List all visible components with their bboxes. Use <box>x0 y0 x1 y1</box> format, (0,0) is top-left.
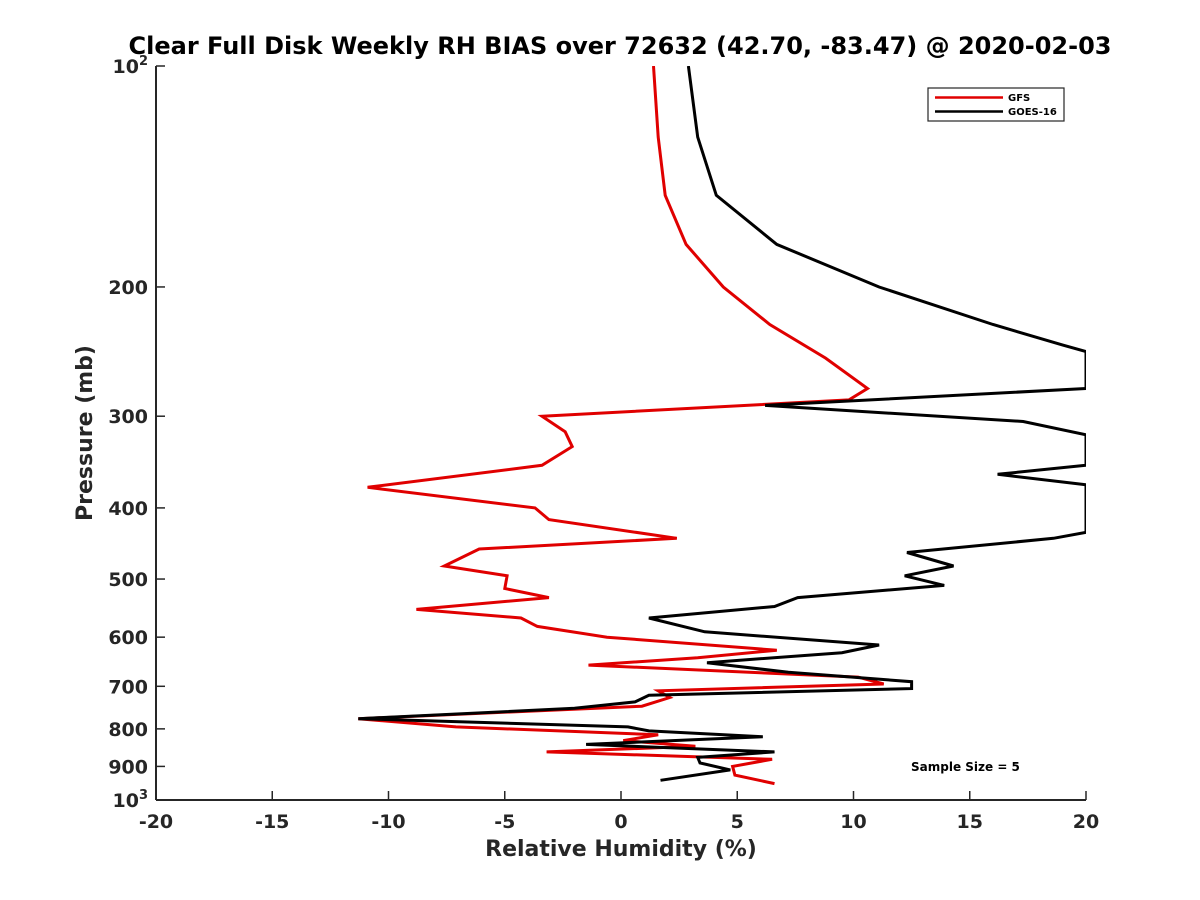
y-tick-label: 600 <box>108 627 148 649</box>
x-tick-label: 15 <box>957 811 983 833</box>
y-axis-label: Pressure (mb) <box>73 345 98 521</box>
legend: GFS GOES-16 <box>927 87 1065 122</box>
legend-label-gfs: GFS <box>1008 93 1030 104</box>
series-layer <box>358 66 1086 786</box>
x-tick-label: -20 <box>139 811 173 833</box>
y-tick-label: 800 <box>108 719 148 741</box>
y-tick-label: 300 <box>108 406 148 428</box>
y-tick-label: 400 <box>108 498 148 520</box>
x-axis-label: Relative Humidity (%) <box>485 837 757 862</box>
y-ticks: 102 200 300 400 500 600 700 800 900 103 <box>108 54 165 812</box>
x-tick-label: -5 <box>494 811 515 833</box>
x-tick-label: 5 <box>731 811 744 833</box>
series-line-goes16 <box>358 66 1086 782</box>
legend-label-goes16: GOES-16 <box>1008 107 1057 118</box>
x-tick-label: -15 <box>255 811 289 833</box>
sample-size-annotation: Sample Size = 5 <box>911 760 1020 774</box>
y-tick-label: 700 <box>108 676 148 698</box>
series-line-gfs <box>358 66 885 786</box>
x-tick-label: -10 <box>371 811 405 833</box>
legend-box <box>927 87 1065 122</box>
y-tick-label: 200 <box>108 277 148 299</box>
x-ticks: -20 -15 -10 -5 0 5 10 15 20 <box>139 791 1099 833</box>
y-tick-label: 900 <box>108 756 148 778</box>
y-tick-label: 103 <box>113 788 149 812</box>
y-tick-label: 500 <box>108 569 148 591</box>
x-tick-label: 10 <box>840 811 866 833</box>
chart-title: Clear Full Disk Weekly RH BIAS over 7263… <box>129 32 1112 60</box>
x-tick-label: 20 <box>1073 811 1099 833</box>
axes-layer <box>155 66 1086 801</box>
y-tick-label: 102 <box>113 54 149 78</box>
plot-area: -20 -15 -10 -5 0 5 10 15 20 102 200 300 400 500 600 70… <box>108 54 1099 833</box>
x-tick-label: 0 <box>614 811 627 833</box>
